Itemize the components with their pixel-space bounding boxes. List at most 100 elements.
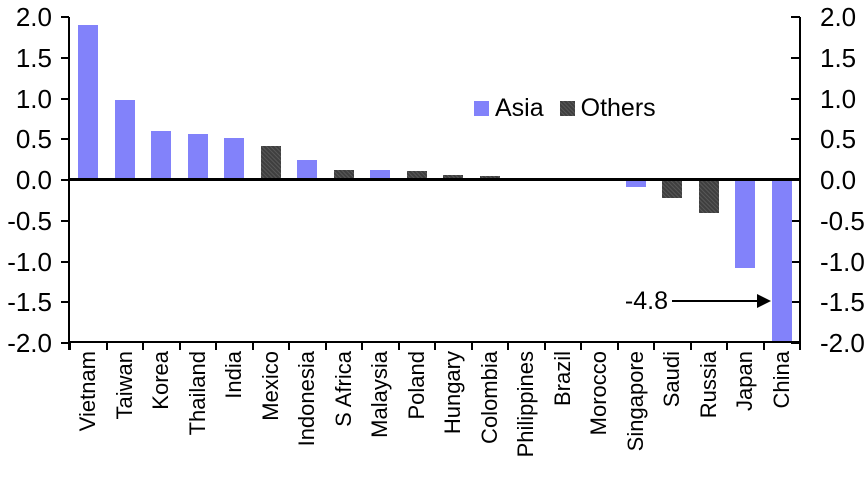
- x-tick-mark: [507, 343, 509, 350]
- annotation-arrow-line: [672, 300, 758, 302]
- x-tick-mark: [726, 343, 728, 350]
- x-tick-mark: [105, 343, 108, 350]
- legend-swatch-asia-icon: [474, 100, 489, 116]
- legend-label-asia: Asia: [495, 94, 544, 122]
- category-label: Philippines: [513, 351, 539, 458]
- y-tick-mark-left: [61, 97, 69, 100]
- category-label: Morocco: [586, 351, 612, 436]
- annotation-value-label: -4.8: [624, 287, 668, 315]
- category-label: Indonesia: [294, 351, 320, 447]
- x-tick-mark: [288, 343, 290, 350]
- y-tick-mark-right: [791, 97, 800, 100]
- x-tick-mark: [543, 343, 546, 350]
- y-tick-mark-left: [61, 260, 69, 263]
- bar-mexico: [260, 145, 281, 180]
- y-tick-label-right: -2.0: [820, 328, 865, 358]
- category-label: Korea: [148, 351, 174, 410]
- bar-taiwan: [114, 100, 135, 180]
- category-label: Brazil: [549, 351, 575, 407]
- bar-s-africa: [333, 170, 354, 180]
- x-tick-mark: [69, 343, 71, 350]
- y-tick-label-left: 1.5: [15, 42, 52, 73]
- bar-vietnam: [78, 25, 99, 180]
- x-tick-mark: [762, 343, 765, 350]
- x-tick-mark: [142, 343, 144, 350]
- legend-item-others: Others: [559, 93, 656, 123]
- annotation-arrow-head-icon: [757, 294, 771, 308]
- category-label: Taiwan: [111, 351, 137, 420]
- y-tick-label-right: -0.5: [820, 205, 865, 236]
- legend-label-others: Others: [580, 94, 656, 122]
- y-tick-mark-right: [791, 301, 800, 304]
- category-label: Mexico: [257, 351, 283, 421]
- y-tick-label-right: 2.0: [820, 2, 857, 32]
- bar-malaysia: [370, 170, 391, 180]
- category-label: Russia: [695, 351, 721, 419]
- y-tick-mark-right: [791, 260, 800, 263]
- x-tick-mark: [434, 343, 436, 350]
- category-label: Japan: [732, 351, 758, 411]
- y-tick-label-right: 1.0: [820, 83, 857, 114]
- y-tick-mark-left: [61, 56, 69, 59]
- category-label: Thailand: [184, 351, 210, 436]
- category-label: Hungary: [440, 351, 466, 435]
- zero-line: [68, 178, 801, 181]
- category-label: India: [221, 351, 247, 399]
- category-label: S Africa: [330, 351, 356, 427]
- y-tick-mark-left: [61, 138, 69, 141]
- x-tick-mark: [616, 343, 619, 350]
- legend-item-asia: Asia: [474, 93, 544, 123]
- y-tick-label-right: -1.5: [820, 287, 865, 318]
- bar-korea: [151, 131, 172, 180]
- x-tick-mark: [580, 343, 582, 350]
- y-tick-mark-left: [61, 219, 69, 222]
- bar-thailand: [187, 133, 208, 180]
- legend-swatch-others-icon: [559, 100, 575, 116]
- bar-saudi: [662, 180, 683, 198]
- category-label: Vietnam: [75, 351, 101, 432]
- y-tick-label-left: 1.0: [15, 83, 52, 114]
- bar-india: [224, 137, 245, 180]
- y-tick-label-right: -1.0: [820, 246, 865, 277]
- y-tick-mark-right: [791, 138, 800, 141]
- y-tick-label-left: -1.5: [7, 287, 52, 318]
- bar-hungary: [443, 175, 464, 180]
- category-label: Singapore: [622, 351, 648, 452]
- category-label: Malaysia: [367, 351, 393, 438]
- y-tick-label-left: -2.0: [7, 328, 52, 358]
- y-tick-mark-right: [791, 219, 800, 222]
- bar-indonesia: [297, 160, 318, 180]
- x-tick-mark: [397, 343, 400, 350]
- y-tick-label-left: 2.0: [15, 2, 52, 32]
- x-tick-mark: [324, 343, 327, 350]
- bar-china: [771, 180, 792, 343]
- y-tick-mark-left: [61, 342, 69, 344]
- y-tick-mark-left: [61, 301, 69, 304]
- y-tick-label-right: 1.5: [820, 42, 857, 73]
- category-label: Poland: [403, 351, 429, 420]
- y-tick-label-right: 0.0: [820, 165, 857, 195]
- category-label: Colombia: [476, 351, 502, 444]
- legend: Asia Others: [474, 93, 656, 123]
- y-tick-mark-right: [791, 16, 800, 18]
- y-tick-label-left: -1.0: [7, 246, 52, 277]
- x-tick-mark: [470, 343, 473, 350]
- category-label: Saudi: [659, 351, 685, 408]
- bar-colombia: [479, 175, 500, 180]
- x-tick-mark: [361, 343, 363, 350]
- x-tick-mark: [799, 343, 801, 350]
- y-tick-label-right: 0.5: [820, 124, 857, 155]
- category-label: China: [768, 351, 794, 409]
- y-tick-label-left: 0.5: [15, 124, 52, 155]
- y-tick-label-left: 0.0: [15, 165, 52, 195]
- y-tick-mark-left: [61, 179, 69, 181]
- bar-poland: [406, 171, 427, 180]
- x-tick-mark: [251, 343, 254, 350]
- y-tick-mark-right: [791, 56, 800, 59]
- bar-singapore: [625, 180, 646, 187]
- y-axis-left: [68, 17, 70, 350]
- x-axis-bottom: [68, 341, 801, 343]
- bar-japan: [735, 180, 756, 269]
- y-tick-label-left: -0.5: [7, 205, 52, 236]
